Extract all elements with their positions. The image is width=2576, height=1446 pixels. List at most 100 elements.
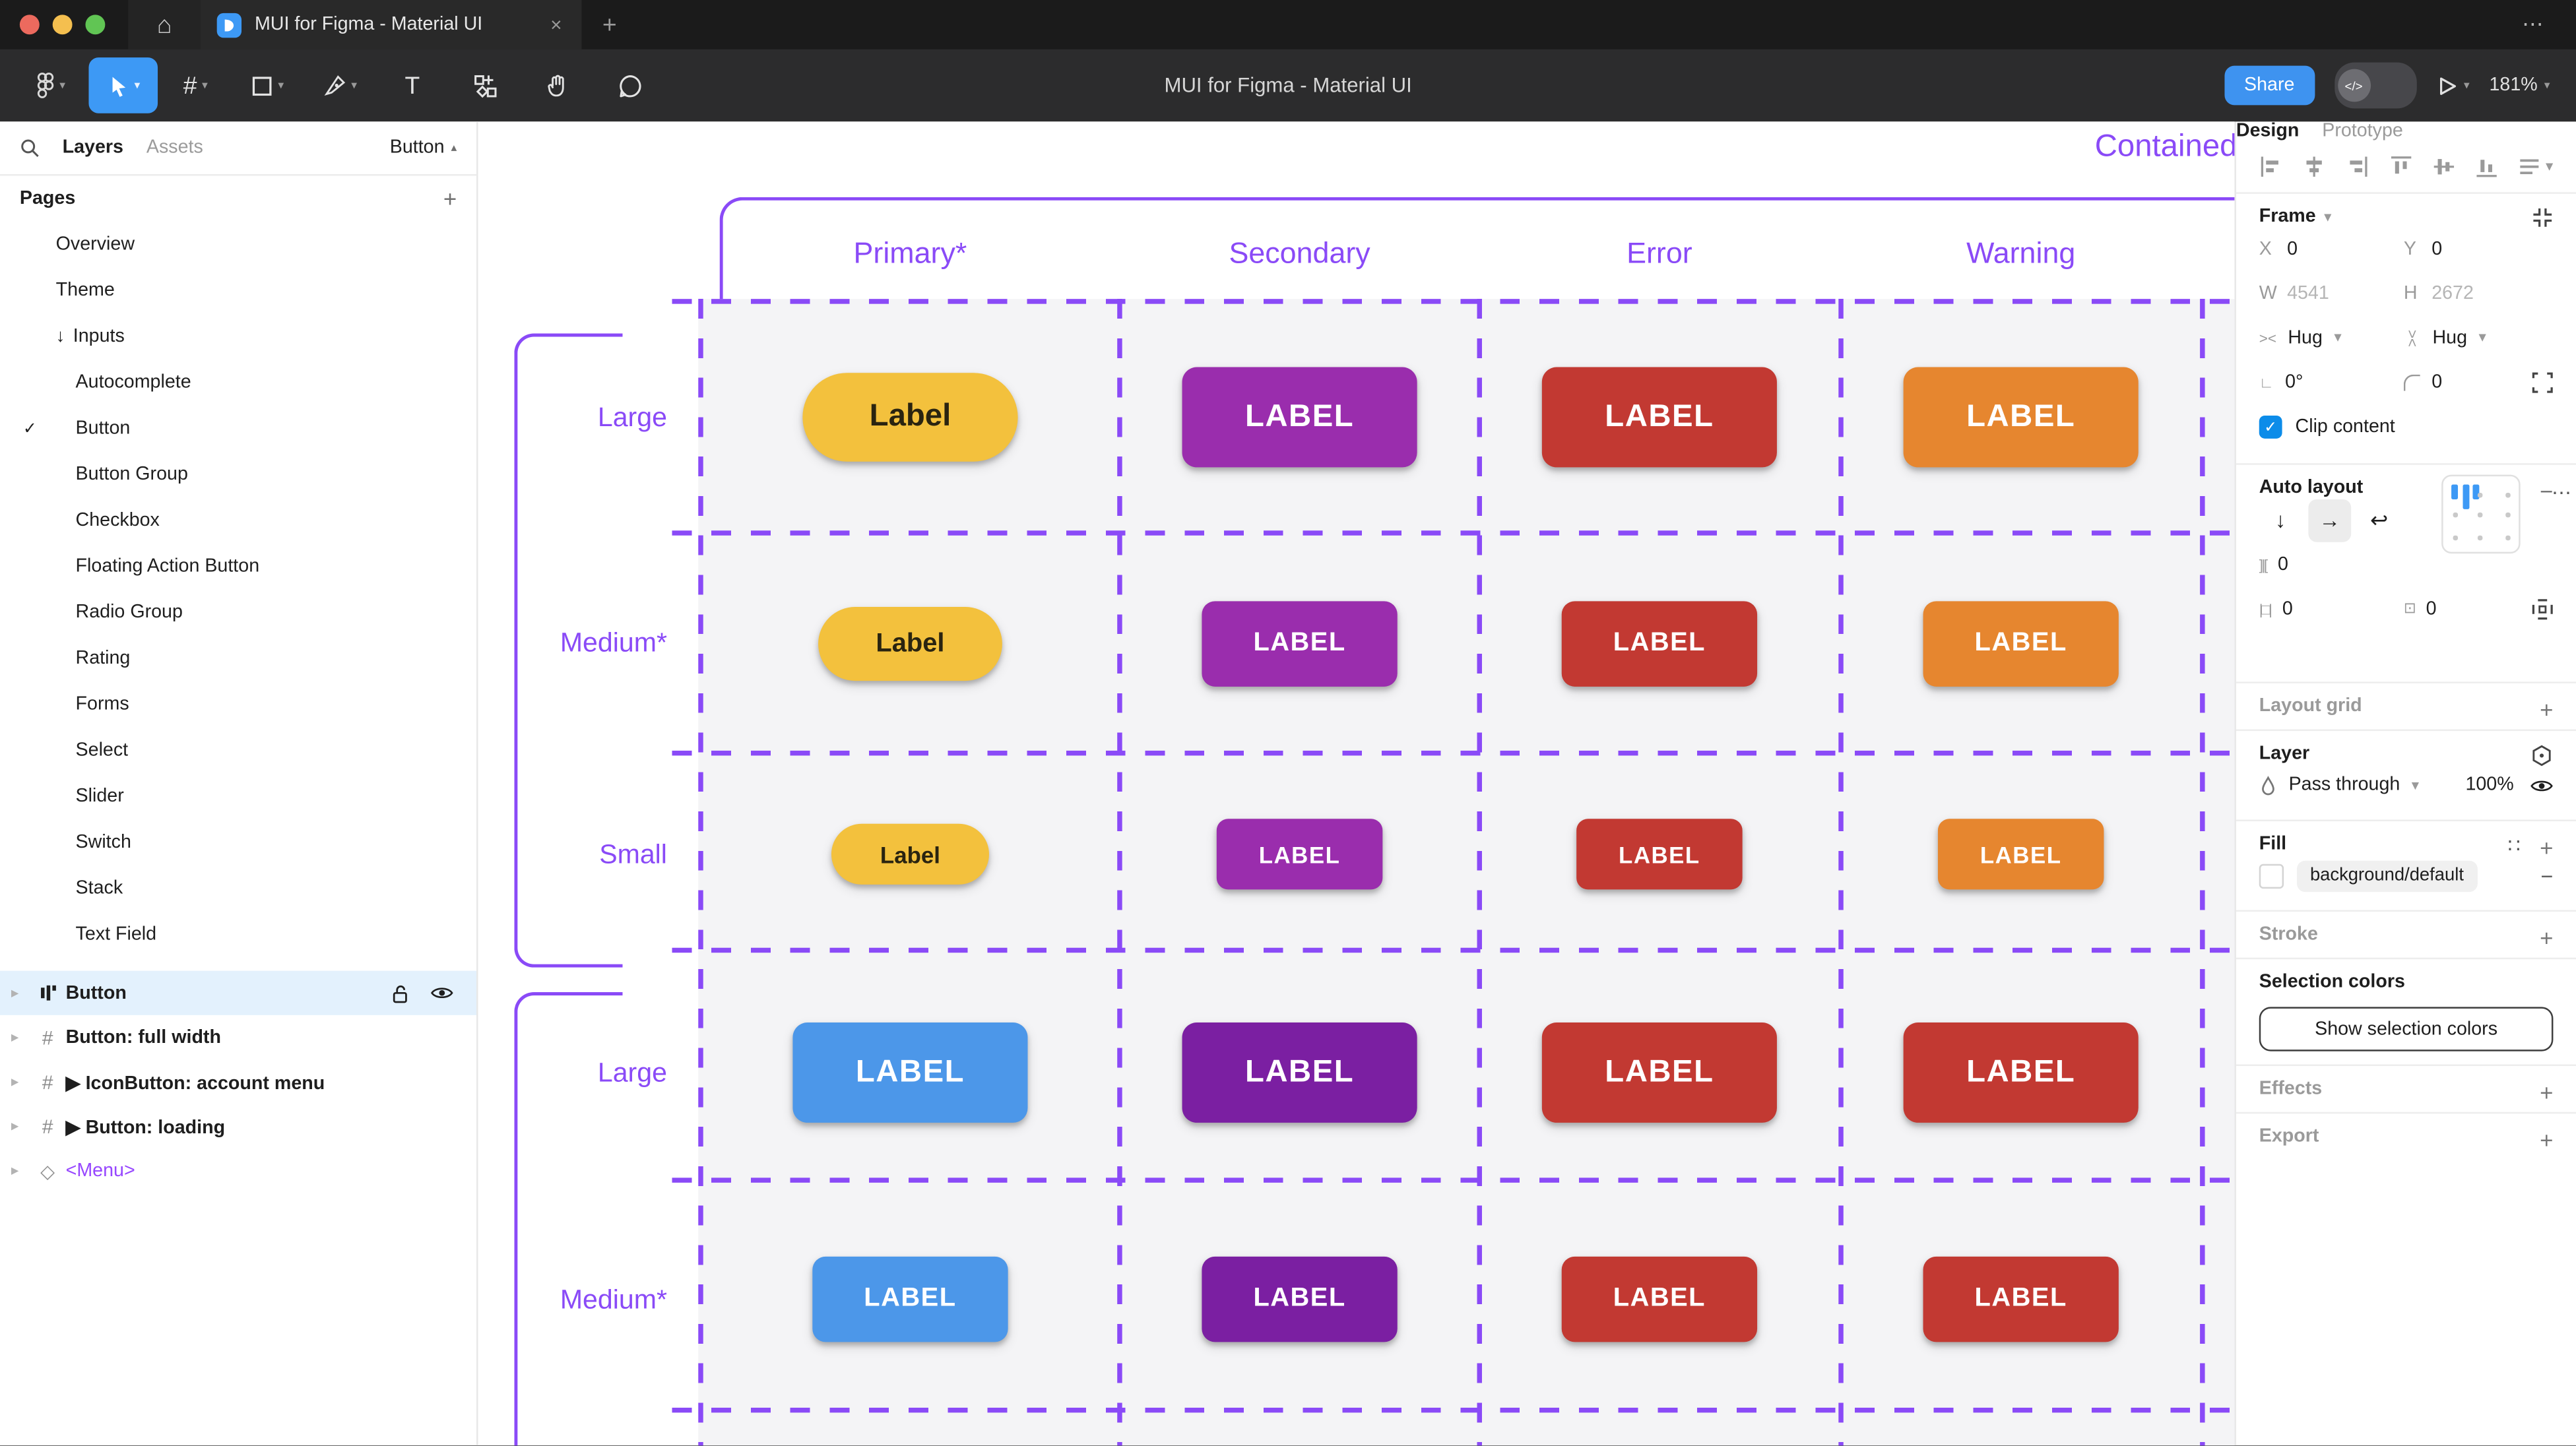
independent-padding-icon[interactable] (2532, 598, 2553, 619)
contained-button[interactable]: LABEL (1937, 819, 2104, 890)
page-item-select[interactable]: Select (75, 740, 129, 761)
contained-button[interactable]: Label (802, 373, 1018, 462)
page-item-autocomplete[interactable]: Autocomplete (75, 373, 191, 393)
expand-caret-icon[interactable]: ▸ (11, 986, 18, 1001)
contained-button[interactable]: LABEL (1561, 1256, 1758, 1342)
frame-type-dropdown[interactable]: Frame (2259, 206, 2316, 227)
show-selection-colors-button[interactable]: Show selection colors (2259, 1007, 2554, 1052)
expand-caret-icon[interactable]: ▸ (11, 1118, 18, 1134)
contained-button[interactable]: LABEL (1923, 1256, 2119, 1342)
canvas[interactable]: Contained Primary* Secondary Error Warni… (478, 121, 2235, 1446)
width-field[interactable]: 4541 (2287, 283, 2329, 303)
independent-corners-icon[interactable] (2532, 371, 2553, 393)
rotation-field[interactable]: 0° (2285, 371, 2303, 392)
layer-row-iconbutton-account-menu[interactable]: ▸ # ▶ IconButton: account menu (11, 1070, 325, 1094)
page-item-rating[interactable]: Rating (75, 648, 131, 669)
page-item-text-field[interactable]: Text Field (75, 924, 157, 945)
add-effect-button[interactable]: + (2540, 1079, 2554, 1106)
tab-design[interactable]: Design (2236, 121, 2300, 142)
contained-button[interactable]: LABEL (1576, 819, 1743, 890)
tab-prototype[interactable]: Prototype (2322, 121, 2403, 142)
gap-field[interactable]: 0 (2277, 554, 2288, 575)
fill-styles-icon[interactable]: ∷ (2507, 834, 2521, 858)
blend-mode-icon[interactable] (2530, 744, 2554, 767)
zoom-menu[interactable]: 181% ▾ (2490, 76, 2550, 96)
opacity-field[interactable]: 100% (2465, 775, 2514, 796)
window-more-menu[interactable]: ⋯ (2522, 11, 2547, 36)
page-item-switch[interactable]: Switch (75, 833, 131, 853)
contained-button[interactable]: LABEL (812, 1256, 1008, 1342)
share-button[interactable]: Share (2224, 65, 2315, 106)
page-item-button-group[interactable]: Button Group (75, 464, 188, 485)
zoom-window-button[interactable] (85, 15, 106, 35)
page-item-stack[interactable]: Stack (75, 879, 123, 899)
align-bottom-icon[interactable] (2474, 154, 2499, 179)
contained-button[interactable]: LABEL (1541, 1022, 1777, 1123)
contained-button[interactable]: Label (831, 823, 989, 885)
layer-row-button-full-width[interactable]: ▸ # Button: full width (11, 1026, 221, 1049)
contained-button[interactable]: LABEL (1541, 367, 1777, 468)
page-item-checkbox[interactable]: Checkbox (75, 511, 160, 531)
distribute-menu[interactable]: ▾ (2518, 154, 2553, 179)
eye-icon[interactable] (2530, 776, 2554, 794)
page-item-overview[interactable]: Overview (55, 235, 135, 255)
page-item-floating-action-button[interactable]: Floating Action Button (75, 557, 260, 577)
y-position-field[interactable]: 0 (2431, 239, 2443, 259)
layer-row-button[interactable]: ▸ Button (0, 970, 477, 1015)
close-tab-icon[interactable]: × (550, 13, 562, 36)
align-horizontal-center-icon[interactable] (2302, 154, 2327, 179)
close-window-button[interactable] (19, 15, 40, 35)
new-tab-button[interactable]: + (602, 11, 617, 39)
home-button[interactable]: ⌂ (128, 0, 201, 49)
tab-layers[interactable]: Layers (62, 138, 123, 158)
contained-button[interactable]: LABEL (1202, 1256, 1398, 1342)
vertical-padding-field[interactable]: 0 (2426, 598, 2437, 619)
page-item-radio-group[interactable]: Radio Group (75, 602, 183, 623)
corner-radius-field[interactable]: 0 (2431, 371, 2443, 392)
remove-fill-button[interactable]: − (2540, 863, 2554, 888)
x-position-field[interactable]: 0 (2287, 239, 2298, 259)
add-fill-button[interactable]: + (2540, 834, 2554, 861)
unlock-icon[interactable] (391, 983, 409, 1003)
align-vertical-center-icon[interactable] (2431, 154, 2456, 179)
fill-color-swatch[interactable] (2259, 863, 2284, 888)
clip-content-checkbox[interactable]: ✓ (2259, 415, 2282, 439)
dev-mode-toggle[interactable]: </> (2334, 62, 2416, 109)
collapse-icon[interactable] (2532, 207, 2553, 228)
present-button[interactable]: ▾ (2436, 75, 2470, 96)
vertical-sizing-dropdown[interactable]: >< Hug ▾ (2404, 327, 2486, 348)
add-export-button[interactable]: + (2540, 1127, 2554, 1153)
text-tool-button[interactable]: T (378, 57, 447, 113)
page-item-forms[interactable]: Forms (75, 695, 129, 715)
fill-token-chip[interactable]: background/default (2297, 860, 2477, 891)
add-stroke-button[interactable]: + (2540, 924, 2554, 951)
page-item-slider[interactable]: Slider (75, 786, 124, 807)
minimize-window-button[interactable] (52, 15, 73, 35)
add-page-button[interactable]: + (443, 185, 457, 212)
main-menu-button[interactable]: ▾ (16, 57, 86, 113)
contained-button[interactable]: LABEL (1903, 367, 2139, 468)
alignment-widget[interactable] (2441, 474, 2521, 554)
layout-vertical-button[interactable]: ↓ (2275, 507, 2286, 532)
hand-tool-button[interactable] (523, 57, 592, 113)
contained-button[interactable]: LABEL (1202, 601, 1398, 687)
file-tab[interactable]: MUI for Figma - Material UI × (200, 0, 582, 49)
contained-button[interactable]: LABEL (1923, 601, 2119, 687)
contained-button[interactable]: LABEL (1182, 367, 1417, 468)
comment-tool-button[interactable] (595, 57, 664, 113)
page-jump-dropdown[interactable]: Button ▴ (389, 138, 457, 158)
blend-mode-dropdown[interactable]: Pass through (2288, 775, 2400, 796)
remove-auto-layout-button[interactable]: − (2540, 478, 2554, 505)
shape-tool-button[interactable]: ▾ (234, 57, 303, 113)
tab-assets[interactable]: Assets (146, 138, 203, 158)
page-item-inputs[interactable]: ↓ Inputs (55, 327, 125, 347)
search-icon[interactable] (20, 138, 40, 158)
layer-row-menu-instance[interactable]: ▸ ◇ <Menu> (0, 1148, 476, 1193)
pen-tool-button[interactable]: ▾ (306, 57, 375, 113)
layout-wrap-button[interactable]: ↩ (2369, 507, 2389, 532)
resources-tool-button[interactable] (450, 57, 519, 113)
contained-button[interactable]: LABEL (1182, 1022, 1417, 1123)
contained-button[interactable]: LABEL (792, 1022, 1028, 1123)
move-tool-button[interactable]: ▾ (88, 57, 158, 113)
horizontal-padding-field[interactable]: 0 (2282, 598, 2293, 619)
